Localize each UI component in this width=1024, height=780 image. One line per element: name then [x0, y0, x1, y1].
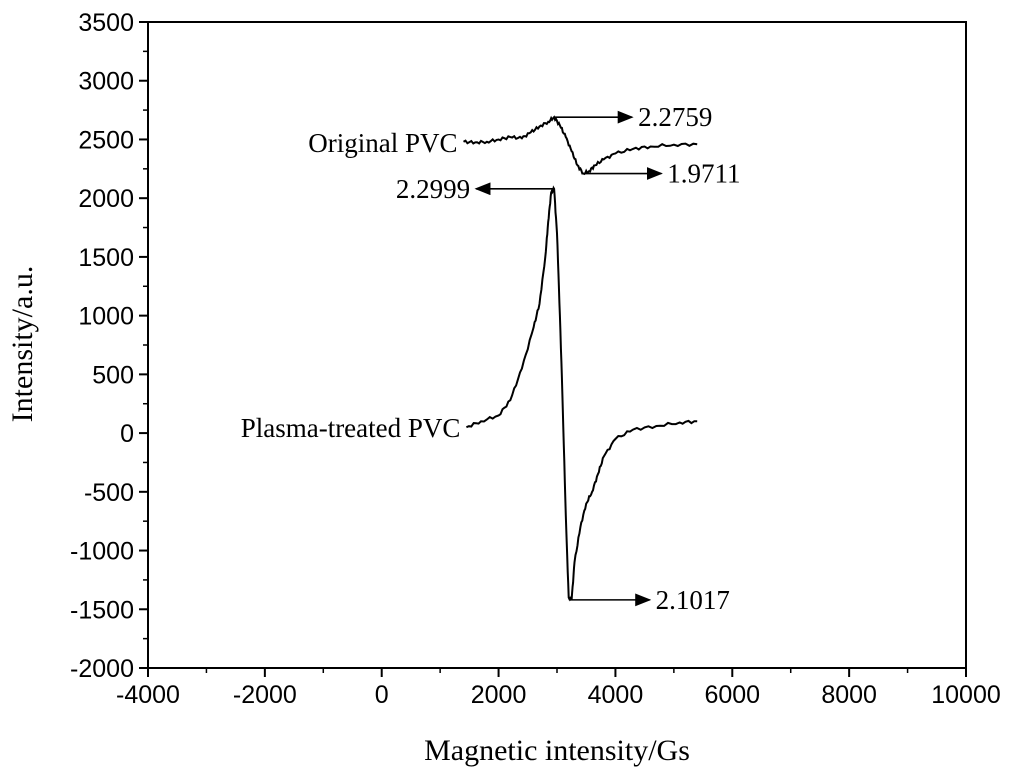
y-tick-label: 500: [92, 361, 134, 389]
x-tick-label: 10000: [931, 681, 1001, 709]
x-tick-label: -4000: [116, 681, 180, 709]
x-tick-label: 0: [375, 681, 389, 709]
y-tick-label: 3000: [78, 68, 134, 96]
y-tick-label: -2000: [70, 655, 134, 683]
annotation-label: 1.9711: [667, 159, 740, 189]
x-tick-label: 8000: [821, 681, 877, 709]
x-tick-label: -2000: [233, 681, 297, 709]
x-tick-label: 6000: [704, 681, 760, 709]
y-tick-label: -1500: [70, 596, 134, 624]
series-lines: Original PVC Plasma-treated PVC: [241, 115, 698, 602]
y-tick-label: -1000: [70, 538, 134, 566]
y-tick-label: 3500: [78, 9, 134, 37]
x-tick-label: 2000: [471, 681, 527, 709]
x-axis-title: Magnetic intensity/Gs: [424, 734, 690, 767]
y-tick-label: 1000: [78, 303, 134, 331]
annotation-label: 2.2999: [396, 174, 470, 204]
y-tick-label: 0: [120, 420, 134, 448]
y-tick-label: 2000: [78, 185, 134, 213]
series-label: Original PVC: [308, 128, 457, 158]
annotations: 2.2759 1.9711 2.2999 2.1017: [396, 102, 741, 615]
y-axis-title: Intensity/a.u.: [6, 266, 39, 423]
annotation-label: 2.1017: [656, 585, 730, 615]
y-tick-label: -500: [84, 479, 134, 507]
y-tick-label: 2500: [78, 126, 134, 154]
x-tick-label: 4000: [588, 681, 644, 709]
series-label: Plasma-treated PVC: [241, 413, 461, 443]
annotation-label: 2.2759: [638, 102, 712, 132]
series-line-plasma-treated-pvc: [466, 185, 698, 602]
y-tick-label: 1500: [78, 244, 134, 272]
axes: -4000 -2000 0 2000 4000 6000 8000 10000-2000-15…: [70, 9, 1001, 709]
series-line-original-pvc: [463, 115, 698, 176]
